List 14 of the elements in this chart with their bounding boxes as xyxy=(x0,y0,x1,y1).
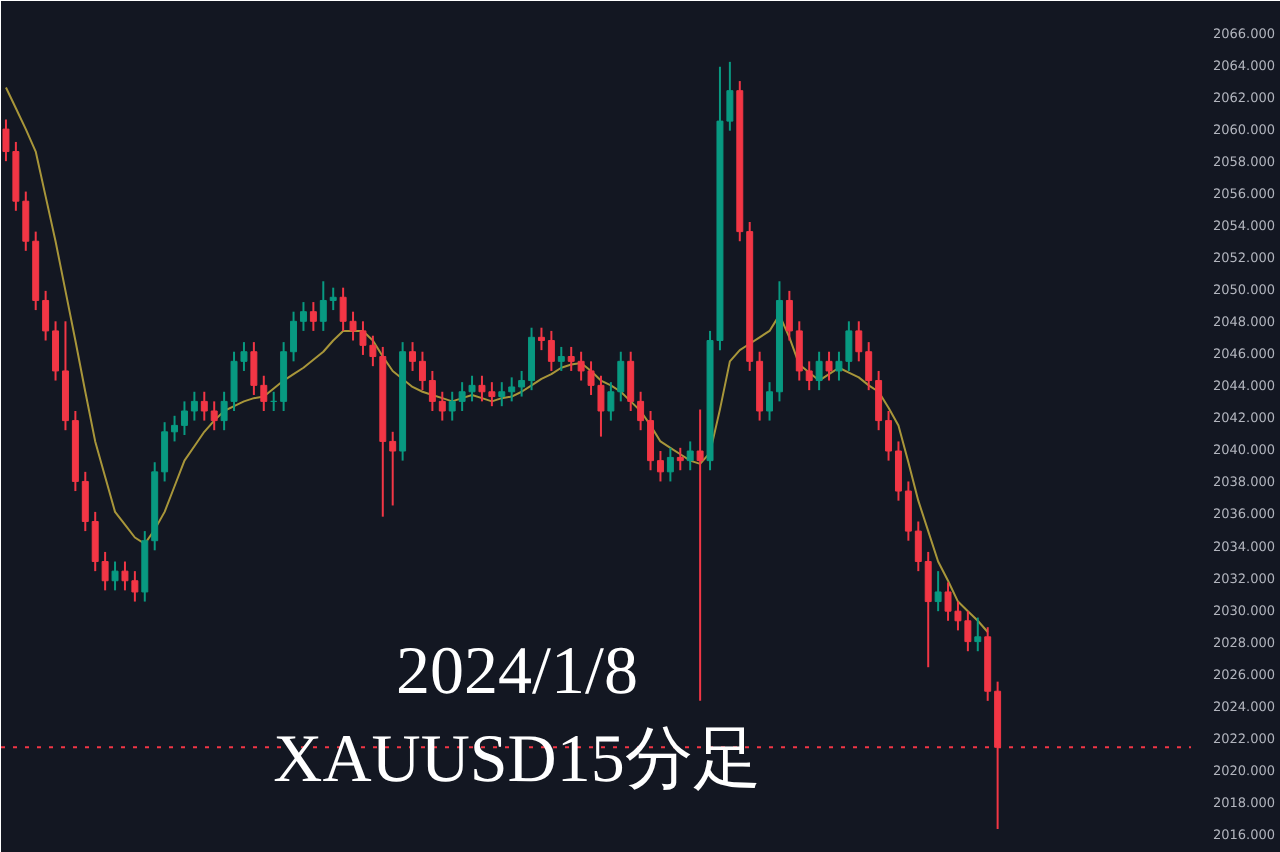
candlestick xyxy=(666,446,674,483)
annotation: XAUUSD15分足 xyxy=(273,723,761,797)
candlestick xyxy=(686,440,694,472)
candlestick xyxy=(934,570,942,613)
annotation: 2024/1/8 xyxy=(396,635,638,709)
candlestick xyxy=(825,350,833,382)
candlestick xyxy=(309,301,317,332)
candlestick xyxy=(676,446,684,472)
candlestick xyxy=(815,350,823,392)
candlestick xyxy=(111,560,119,592)
line-series xyxy=(4,86,989,633)
candlestick xyxy=(974,616,982,653)
candlestick xyxy=(557,345,565,372)
candlestick xyxy=(696,408,704,702)
